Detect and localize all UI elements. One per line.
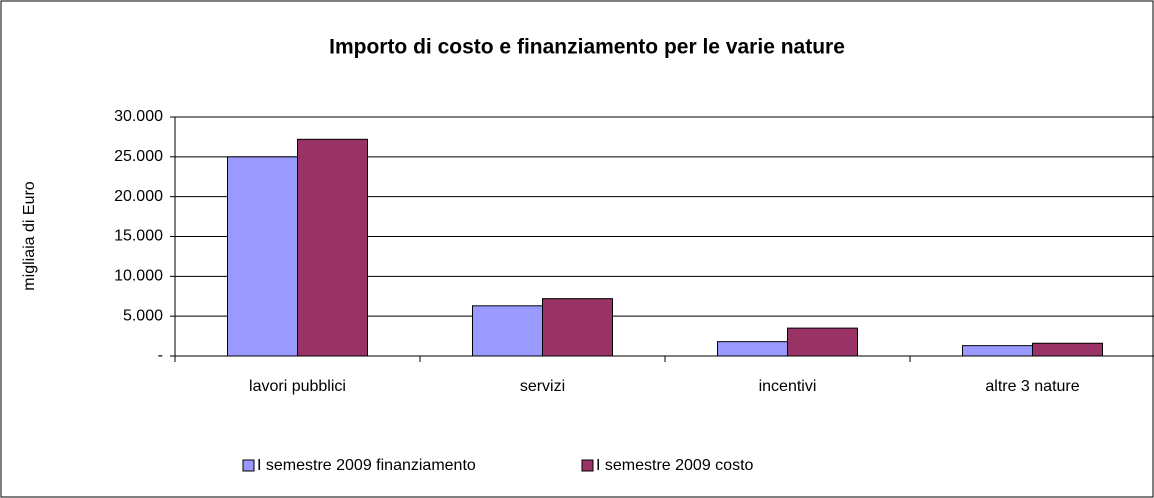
y-tick-label: 25.000 bbox=[114, 148, 163, 165]
legend-swatch bbox=[581, 459, 594, 472]
y-tick-label: 20.000 bbox=[114, 188, 163, 205]
bar bbox=[962, 345, 1033, 357]
legend-label: I semestre 2009 finanziamento bbox=[257, 457, 476, 474]
x-tick-label: lavori pubblici bbox=[249, 378, 346, 395]
y-tick-label: 10.000 bbox=[114, 268, 163, 285]
bar bbox=[717, 341, 788, 357]
y-tick-label: 5.000 bbox=[123, 307, 163, 324]
x-tick-label: incentivi bbox=[759, 378, 817, 395]
chart-title: Importo di costo e finanziamento per le … bbox=[329, 36, 845, 59]
bar bbox=[297, 138, 368, 357]
bar bbox=[787, 327, 858, 357]
y-tick-label: - bbox=[158, 347, 163, 364]
x-tick-label: altre 3 nature bbox=[985, 378, 1079, 395]
bar bbox=[227, 156, 298, 357]
y-axis-label: migliaia di Euro bbox=[21, 181, 38, 290]
bar bbox=[542, 298, 613, 357]
bar bbox=[472, 305, 543, 357]
legend-label: I semestre 2009 costo bbox=[596, 457, 754, 474]
x-tick-label: servizi bbox=[520, 378, 565, 395]
legend-swatch bbox=[242, 459, 255, 472]
bar bbox=[1032, 342, 1103, 357]
y-tick-label: 15.000 bbox=[114, 228, 163, 245]
y-tick-label: 30.000 bbox=[114, 108, 163, 125]
